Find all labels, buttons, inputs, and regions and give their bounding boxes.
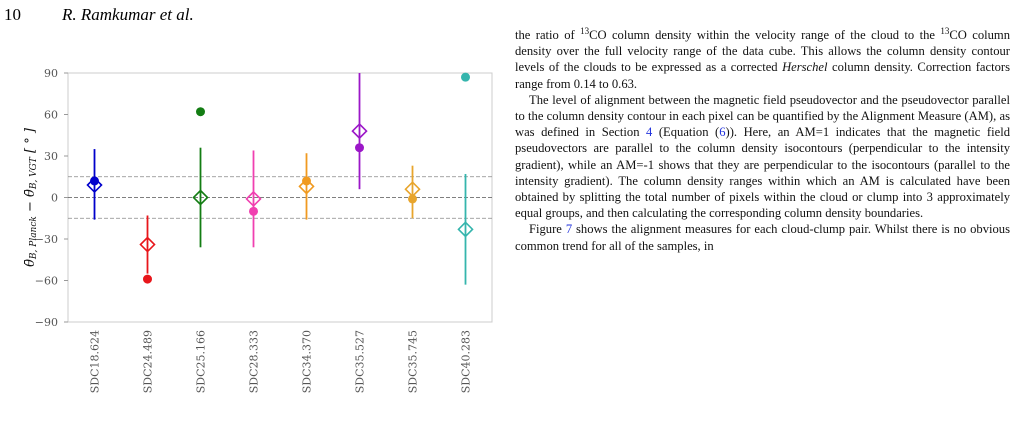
reference-link[interactable]: the ratio of <box>515 28 581 42</box>
reference-link[interactable]: 7 <box>565 222 573 237</box>
diamond <box>86 176 103 194</box>
page-number: 10 <box>4 5 21 24</box>
point <box>408 194 417 204</box>
point <box>355 143 364 153</box>
text-run: 13 <box>580 25 590 36</box>
point <box>143 274 152 284</box>
x-tick-label: SDC24.489 <box>142 330 155 393</box>
reference-link[interactable]: The level of alignment between the magne… <box>515 92 1010 140</box>
diamond <box>404 181 421 198</box>
y-tick-label: −90 <box>35 316 58 329</box>
y-axis-label-part: [ ° ] <box>23 127 38 157</box>
reference-link[interactable]: CO column density within the velocity ra… <box>589 28 941 42</box>
reference-link[interactable]: Figure <box>529 222 566 237</box>
y-axis-label-part: − θ̄ <box>23 189 38 216</box>
x-tick-label: SDC40.283 <box>460 330 473 393</box>
point <box>196 107 205 117</box>
body-text: the ratio of 13CO column density within … <box>515 25 1011 254</box>
point <box>90 176 99 186</box>
x-tick-label: SDC28.333 <box>248 330 261 393</box>
y-axis-label: θ̄B, Planck − θ̄B, VGT [ ° ] <box>23 127 39 267</box>
y-tick-label: −30 <box>35 233 58 246</box>
chart: −90 −60 −30 0 30 60 90 θ̄B, Planck − θ̄B, VGT [… <box>23 67 493 393</box>
y-tick-label: 90 <box>44 67 58 80</box>
y-tick-label: 30 <box>44 150 58 163</box>
x-tick-label: SDC34.370 <box>301 330 314 393</box>
running-head: R. Ramkumar et al. <box>62 5 194 24</box>
diamond <box>351 122 368 140</box>
reference-link[interactable]: shows the alignment measures for each cl… <box>515 222 1010 253</box>
reference-link[interactable]: )). Here, an AM=1 indicates that the mag… <box>515 125 1010 221</box>
diamond <box>139 236 156 253</box>
diamond <box>192 189 209 206</box>
point <box>249 206 258 216</box>
point <box>461 72 470 82</box>
reference-link[interactable]: column density. Correction factors range… <box>515 60 1011 91</box>
reference-link[interactable]: 6 <box>719 125 726 140</box>
x-tick-label: SDC18.624 <box>89 330 102 393</box>
y-axis-label-part: B, VGT <box>29 156 39 190</box>
diamond <box>245 190 262 208</box>
diamond <box>457 221 474 238</box>
x-tick-label: SDC35.527 <box>354 330 367 393</box>
reference-link[interactable]: CO column density over the full velocity… <box>515 28 1011 75</box>
y-axis-label-part: B, Planck <box>29 216 39 260</box>
y-axis-label-part: θ̄ <box>23 259 38 267</box>
y-tick-label: 60 <box>44 109 58 122</box>
x-tick-label: SDC25.166 <box>195 330 208 393</box>
paragraph: Figure 7 shows the alignment measures fo… <box>515 221 1010 253</box>
paragraph: The level of alignment between the magne… <box>515 92 1010 222</box>
paragraph: the ratio of 13CO column density within … <box>515 25 1011 92</box>
x-tick-label: SDC35.745 <box>407 330 420 393</box>
y-tick-label: 0 <box>51 192 58 205</box>
diamond <box>298 178 315 195</box>
text-run: 13 <box>940 25 950 36</box>
point <box>302 176 311 186</box>
text-run: Herschel <box>782 60 828 75</box>
reference-link[interactable]: (Equation ( <box>652 125 720 140</box>
reference-link[interactable]: 4 <box>646 125 653 140</box>
y-tick-label: −60 <box>35 275 58 288</box>
